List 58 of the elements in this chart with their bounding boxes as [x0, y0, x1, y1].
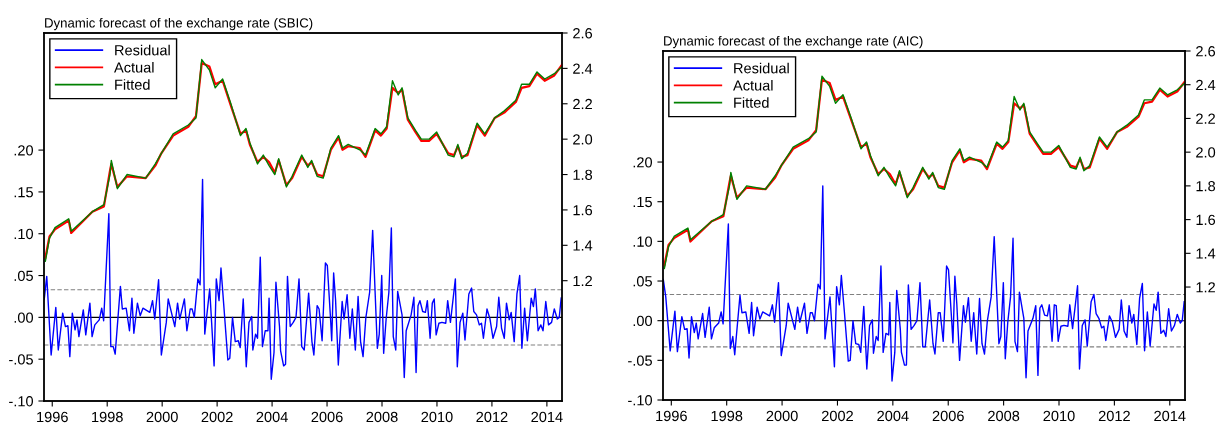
y-tick-label: .15: [14, 187, 33, 198]
y2-tick-label: 2.6: [573, 28, 593, 39]
y2-tick-label: 1.8: [573, 169, 593, 180]
y-tick-label: -.10: [628, 395, 653, 406]
legend-label: Fitted: [115, 79, 150, 90]
y2-tick-label: 2.2: [573, 98, 592, 110]
x-tick-label: 1998: [92, 411, 123, 423]
y-tick-label: .15: [633, 196, 652, 208]
x-tick-label: 2014: [1154, 410, 1186, 422]
x-tick-label: 2014: [531, 411, 563, 423]
x-tick-label: 2000: [766, 410, 798, 422]
y2-tick-label: 2.4: [1196, 79, 1216, 90]
x-tick-label: 2012: [1098, 410, 1130, 422]
x-tick-label: 2002: [201, 411, 233, 423]
x-tick-label: 2012: [476, 411, 508, 423]
legend-label: Actual: [733, 79, 773, 91]
y2-tick-label: 2.4: [573, 63, 593, 74]
y2-tick-label: 2.2: [1196, 113, 1215, 124]
chart-title: Dynamic forecast of the exchange rate (AIC): [664, 35, 923, 49]
y2-tick-label: 2.6: [1196, 46, 1216, 57]
y2-tick-label: 1.2: [573, 275, 592, 286]
x-tick-label: 2006: [311, 411, 343, 423]
legend-label: Actual: [114, 61, 154, 73]
x-tick-label: 2010: [421, 411, 453, 423]
y-tick-label: .10: [14, 228, 34, 240]
y-tick-label: -.10: [9, 396, 34, 407]
legend-label: Residual: [734, 62, 789, 74]
y-tick-label: .00: [633, 315, 653, 327]
y-tick-label: .20: [633, 157, 653, 168]
x-tick-label: 1996: [37, 411, 68, 423]
y-tick-label: .20: [14, 145, 34, 156]
chart-title: Dynamic forecast of the exchange rate (SBIC): [45, 17, 313, 31]
y-tick-label: -.05: [628, 355, 652, 366]
x-tick-label: 2008: [988, 410, 1020, 422]
y2-tick-label: 1.6: [1196, 214, 1216, 226]
y-tick-label: .10: [633, 236, 653, 247]
y-tick-label: -.05: [9, 354, 33, 365]
y2-tick-label: 2.0: [1196, 147, 1216, 158]
x-tick-label: 2008: [366, 411, 398, 423]
x-tick-label: 1998: [711, 410, 743, 422]
x-tick-label: 2004: [877, 410, 909, 422]
y2-tick-label: 1.4: [573, 240, 593, 251]
x-tick-label: 2002: [821, 410, 853, 422]
y-tick-label: .05: [14, 270, 33, 281]
y2-tick-label: 1.6: [573, 205, 593, 216]
x-tick-label: 1996: [656, 410, 687, 422]
x-tick-label: 2004: [256, 411, 288, 423]
y2-tick-label: 1.4: [1196, 248, 1216, 259]
y-tick-label: .00: [14, 312, 34, 323]
y-tick-label: .05: [633, 276, 652, 287]
x-tick-label: 2000: [146, 411, 178, 423]
y2-tick-label: 1.8: [1196, 180, 1216, 192]
y2-tick-label: 1.2: [1196, 282, 1215, 293]
legend-label: Fitted: [734, 97, 769, 108]
legend-label: Residual: [115, 44, 170, 56]
y2-tick-label: 2.0: [573, 134, 593, 145]
x-tick-label: 2006: [932, 410, 964, 422]
x-tick-label: 2010: [1043, 410, 1075, 422]
